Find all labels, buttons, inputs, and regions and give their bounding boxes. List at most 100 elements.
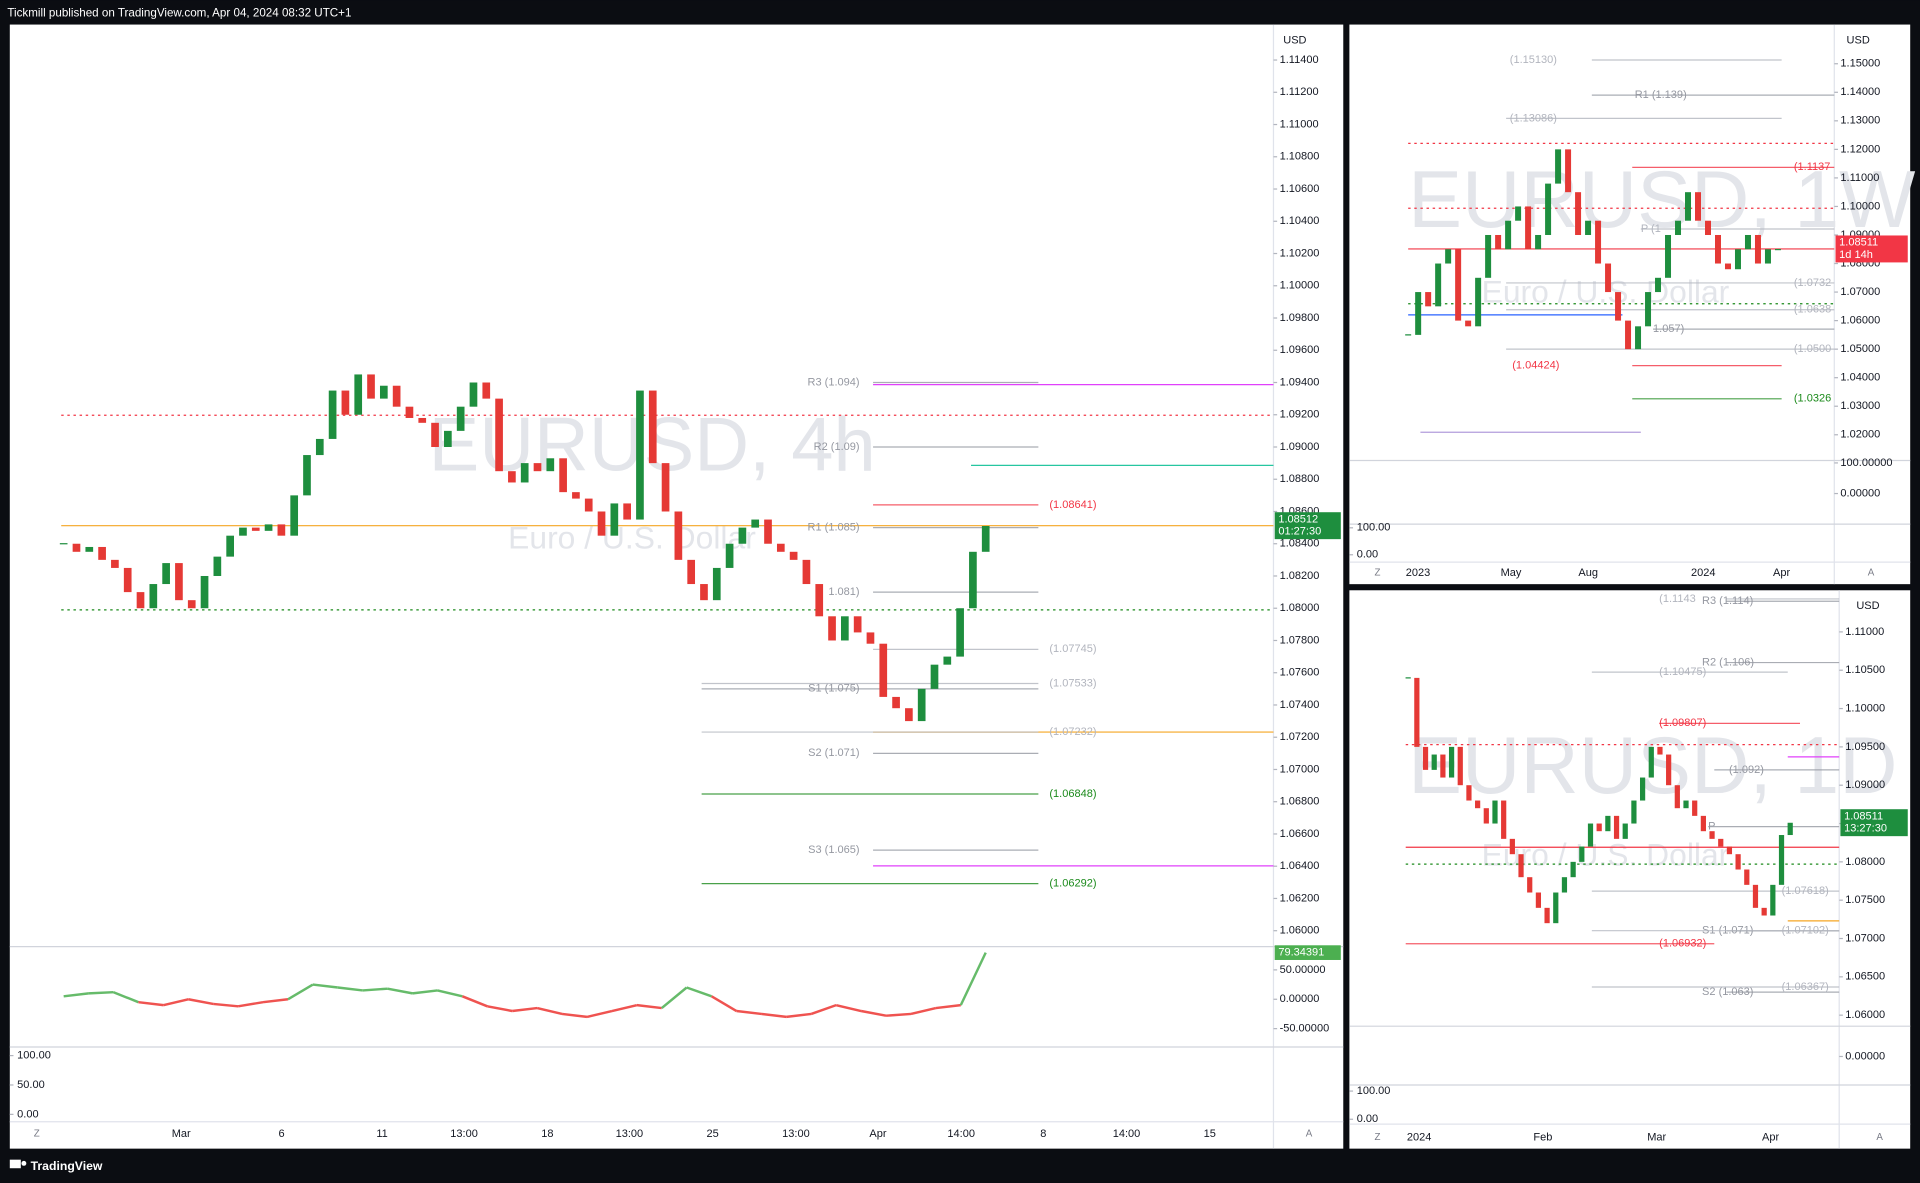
candle	[636, 390, 644, 520]
candle	[379, 385, 388, 399]
oscillator-segment	[786, 1012, 812, 1019]
oscillator-segment	[885, 1012, 912, 1017]
pivot-label: (1.0500	[1794, 343, 1831, 355]
oscillator-segment	[262, 998, 289, 1004]
panel	[9, 24, 1344, 1149]
candle	[623, 503, 631, 520]
y-tick-label: 1.08000	[1280, 602, 1320, 614]
candle	[469, 382, 478, 407]
watermark-subtitle: Euro / U.S. Dollar	[508, 519, 756, 555]
candle	[187, 600, 196, 609]
candle	[1431, 754, 1437, 770]
candle	[1692, 800, 1698, 816]
oscillator-segment	[586, 1009, 613, 1019]
candle	[1455, 249, 1462, 321]
nav-button[interactable]: A	[1868, 568, 1875, 579]
x-tick-label: 13:00	[782, 1128, 810, 1140]
x-tick-label: 14:00	[947, 1128, 975, 1140]
y-tick-label: 1.06000	[1845, 1009, 1885, 1021]
candle	[367, 374, 375, 399]
y-tick-label: 1.06000	[1280, 925, 1320, 937]
nav-button[interactable]: A	[1306, 1129, 1313, 1140]
price-tag	[1835, 235, 1908, 263]
oscillator-segment	[710, 995, 738, 1013]
oscillator-segment	[412, 989, 438, 995]
y-tick-label: 1.05000	[1840, 343, 1880, 355]
oscillator-segment	[736, 1009, 762, 1016]
candle	[1754, 234, 1761, 264]
price-tag	[1840, 809, 1908, 837]
candle	[1435, 263, 1442, 307]
candle	[123, 567, 132, 593]
y-tick-label: 100.00	[1357, 1085, 1391, 1097]
candle	[226, 535, 234, 557]
candle	[1415, 292, 1422, 335]
pivot-label: (1.1143	[1659, 593, 1696, 605]
candle	[72, 543, 81, 552]
y-tick-label: 1.14000	[1840, 86, 1880, 98]
candle	[584, 498, 593, 512]
candle	[1465, 320, 1472, 327]
candle	[1655, 277, 1662, 293]
oscillator-segment	[487, 1005, 513, 1013]
pivot-label: (1.06848)	[1049, 788, 1096, 800]
pivot-label: S3 (1.065)	[808, 844, 859, 856]
candle	[559, 458, 567, 493]
y-tick-label: 50.00	[17, 1079, 45, 1091]
candle	[162, 563, 170, 585]
currency: USD	[1283, 34, 1306, 46]
candle	[546, 458, 555, 472]
candle	[1485, 234, 1492, 278]
candle	[341, 390, 350, 415]
y-tick-label: 1.10000	[1845, 702, 1885, 714]
candle	[1448, 746, 1455, 778]
candle	[969, 551, 977, 609]
candle	[1761, 907, 1767, 916]
nav-button[interactable]: Z	[1375, 568, 1381, 579]
x-tick-label: Apr	[869, 1128, 886, 1140]
candle	[1778, 835, 1785, 885]
candle	[290, 495, 299, 536]
nav-button[interactable]: Z	[34, 1129, 40, 1140]
candle	[1648, 746, 1654, 778]
candle	[1544, 907, 1550, 924]
nav-button[interactable]: A	[1876, 1132, 1883, 1143]
currency: USD	[1847, 34, 1870, 46]
y-tick-label: 1.06000	[1840, 315, 1880, 327]
x-tick-label: 14:00	[1113, 1128, 1141, 1140]
candle	[866, 632, 875, 644]
candle	[1674, 785, 1680, 809]
oscillator-segment	[860, 1009, 887, 1017]
nav-button[interactable]: Z	[1375, 1132, 1381, 1143]
y-tick-label: 0.00000	[1845, 1050, 1885, 1062]
oscillator-segment	[910, 1006, 937, 1016]
x-tick-label: Apr	[1773, 567, 1790, 579]
oscillator-segment	[611, 1003, 638, 1013]
oscillator-segment	[63, 992, 89, 998]
candle	[853, 616, 862, 633]
candle	[1587, 823, 1594, 847]
candle	[725, 543, 734, 568]
candle	[1527, 877, 1533, 893]
candle	[1495, 234, 1502, 250]
candle	[1483, 808, 1489, 824]
y-tick-label: 1.06600	[1280, 828, 1320, 840]
candle	[392, 385, 401, 407]
y-tick-label: 1.09000	[1280, 441, 1320, 453]
y-tick-label: 1.11000	[1840, 172, 1879, 184]
pivot-label: (1.0638	[1794, 304, 1831, 316]
candle	[1675, 220, 1682, 235]
candle	[1414, 677, 1420, 747]
y-tick-label: 1.11000	[1280, 118, 1319, 130]
y-tick-label: 1.10800	[1280, 151, 1320, 163]
y-tick-label: 1.09400	[1280, 376, 1320, 388]
candle	[431, 422, 439, 447]
candle	[175, 563, 183, 601]
x-tick-label: 2023	[1406, 567, 1431, 579]
pivot-label: 1.081)	[828, 586, 859, 598]
oscillator-segment	[561, 1012, 588, 1019]
candle	[943, 656, 952, 665]
y-tick-label: 1.07400	[1280, 699, 1320, 711]
candle	[1770, 884, 1776, 916]
